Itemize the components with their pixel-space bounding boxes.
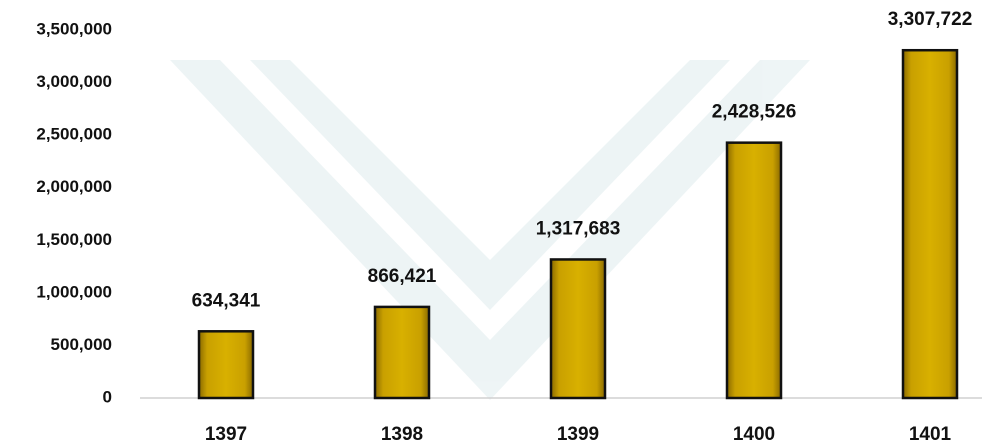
y-tick-label: 3,500,000	[36, 19, 112, 38]
y-tick-label: 1,500,000	[36, 230, 112, 249]
bar	[901, 48, 959, 400]
value-label: 1,317,683	[536, 218, 621, 239]
y-tick-label: 2,500,000	[36, 125, 112, 144]
bar	[373, 305, 431, 400]
x-tick-label: 1397	[205, 424, 247, 443]
bar	[197, 330, 255, 400]
y-tick-label: 1,000,000	[36, 282, 112, 301]
watermark	[170, 60, 810, 400]
x-tick-label: 1399	[557, 424, 599, 443]
x-tick-label: 1400	[733, 424, 775, 443]
bar	[725, 141, 783, 400]
y-tick-label: 2,000,000	[36, 177, 112, 196]
value-label: 2,428,526	[712, 102, 797, 123]
y-tick-label: 3,000,000	[36, 72, 112, 91]
value-label: 866,421	[368, 266, 437, 287]
value-label: 3,307,722	[888, 9, 973, 30]
bar	[549, 258, 607, 400]
value-label: 634,341	[192, 290, 261, 311]
x-tick-label: 1401	[909, 424, 952, 443]
x-tick-label: 1398	[381, 424, 423, 443]
y-tick-label: 500,000	[51, 335, 112, 354]
y-tick-label: 0	[103, 387, 112, 406]
